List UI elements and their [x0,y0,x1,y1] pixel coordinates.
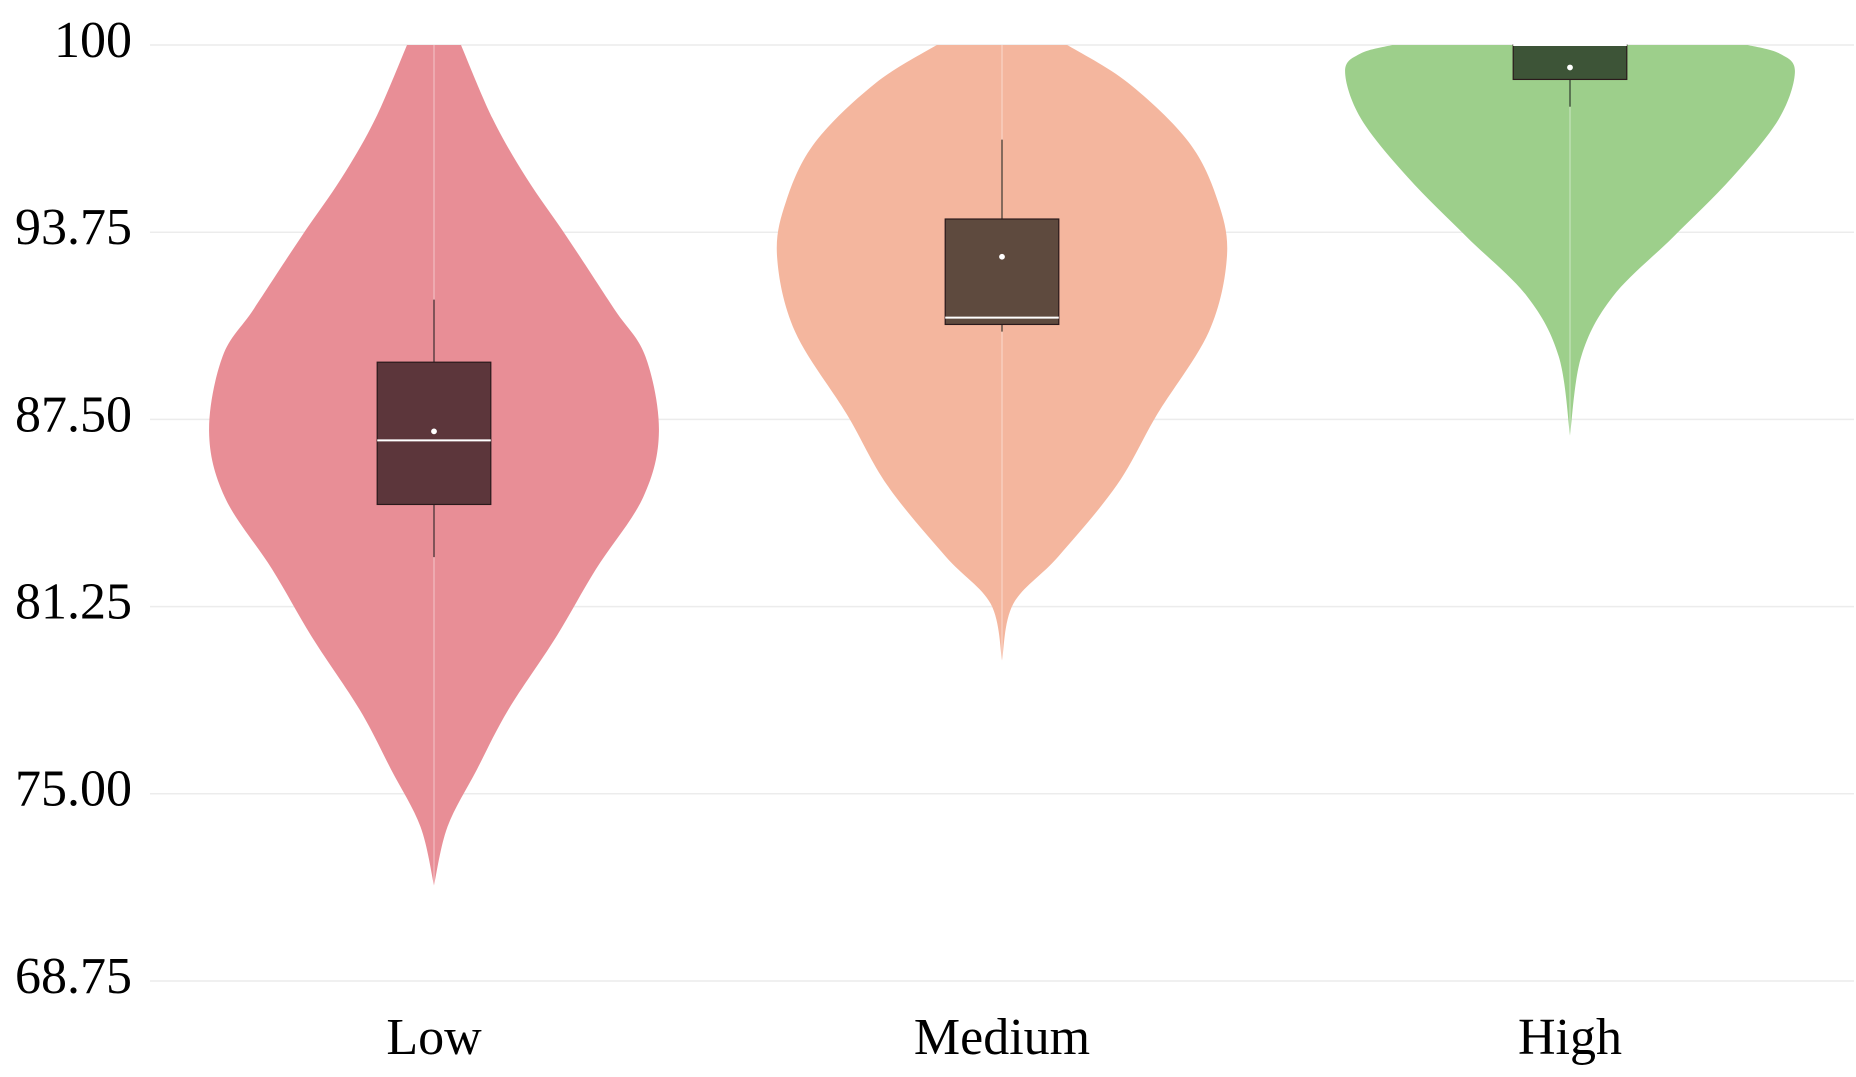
y-tick-label: 93.75 [15,199,132,256]
violin [1345,45,1795,436]
box [1512,44,1628,81]
x-tick-label: High [1518,1009,1622,1066]
violin [776,45,1228,661]
y-tick-label: 75.00 [15,761,132,818]
y-tick-label: 68.75 [15,948,132,1005]
y-tick-label: 87.50 [15,386,132,443]
box [376,361,492,506]
y-tick-label: 100 [54,12,132,69]
x-tick-label: Low [386,1009,482,1066]
mean-marker [429,427,439,436]
mean-marker [997,252,1007,261]
y-tick-label: 81.25 [15,574,132,631]
mean-marker [1565,63,1575,72]
box [944,218,1060,326]
x-tick-label: Medium [914,1009,1090,1066]
